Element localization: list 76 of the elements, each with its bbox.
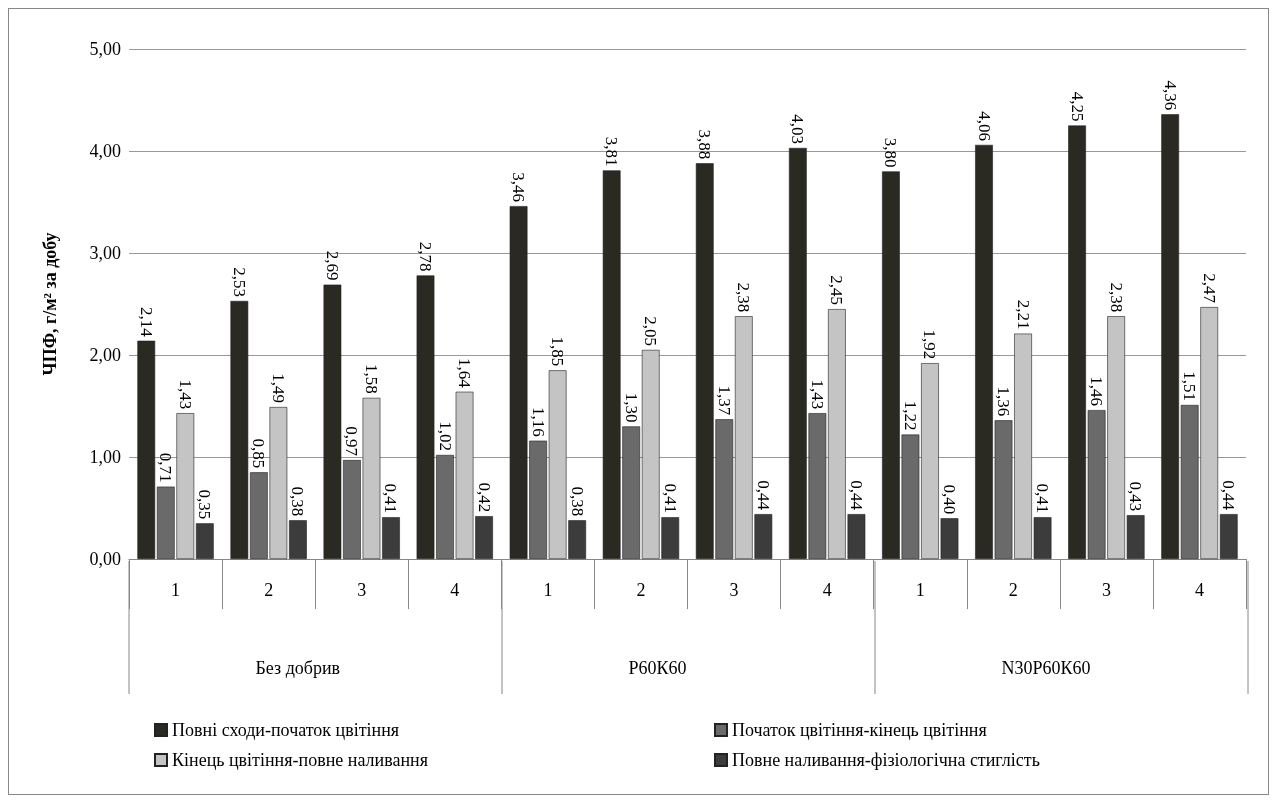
data-label: 1,36: [994, 386, 1014, 417]
bar: [137, 340, 156, 559]
x-tick-label: 1: [171, 580, 181, 600]
y-tick-label: 0,00: [89, 549, 121, 569]
data-label: 0,42: [474, 482, 494, 513]
x-tick-label: 3: [1101, 580, 1111, 600]
data-label: 0,38: [288, 486, 308, 517]
data-label: 2,21: [1013, 299, 1033, 330]
data-label: 3,80: [881, 137, 901, 168]
y-tick-label: 3,00: [89, 243, 121, 263]
bar: [1219, 514, 1238, 559]
text: Без добрив: [255, 658, 341, 678]
data-label: 1,64: [455, 357, 475, 389]
y-tick-label: 2,00: [89, 345, 121, 365]
data-label: 2,45: [827, 275, 847, 306]
legend-label: Початок цвітіння-кінець цвітіння: [732, 720, 987, 740]
x-tick-label: 4: [822, 580, 832, 600]
data-label: 0,43: [1126, 481, 1146, 512]
data-label: 1,37: [714, 385, 734, 416]
y-axis-title: ЧПФ, г/м² за добу: [40, 232, 60, 376]
data-label: 0,41: [1033, 483, 1053, 514]
data-label: 0,97: [342, 426, 362, 457]
data-label: 1,30: [621, 392, 641, 423]
data-label: 3,46: [509, 172, 529, 203]
data-label: 1,92: [920, 329, 940, 360]
data-label: 0,41: [660, 483, 680, 514]
data-label: 0,44: [846, 480, 866, 511]
y-tick-label: 4,00: [89, 141, 121, 161]
data-label: 2,05: [641, 316, 661, 346]
data-label: 2,78: [416, 241, 435, 272]
data-label: 3,88: [695, 129, 715, 160]
data-label: 2,47: [1199, 273, 1219, 304]
data-label: 0,35: [195, 489, 215, 520]
x-tick-label: 3: [357, 580, 367, 600]
x-tick-label: 2: [1008, 580, 1018, 600]
x-tick-label: 4: [1194, 580, 1204, 600]
data-label: 4,06: [974, 111, 994, 141]
x-tick-label: 4: [450, 580, 460, 600]
data-label: 0,71: [156, 452, 176, 483]
x-tick-label: 2: [636, 580, 646, 600]
legend-label: Повне наливання-фізіологічна стиглість: [732, 750, 1040, 770]
x-tick-label: 2: [264, 580, 274, 600]
data-label: 1,49: [268, 373, 288, 404]
data-label: 4,25: [1067, 91, 1087, 122]
data-label: 1,02: [435, 421, 455, 451]
data-label: 1,85: [548, 336, 568, 367]
data-label: 2,38: [1106, 282, 1126, 313]
x-tick-label: 1: [543, 580, 553, 600]
data-label: 0,44: [753, 480, 773, 511]
data-label: 1,43: [175, 379, 195, 410]
data-label: 0,38: [567, 486, 587, 517]
text: Р60К60: [628, 658, 687, 678]
x-tick-label: 1: [915, 580, 925, 600]
data-label: 2,69: [322, 250, 342, 281]
y-tick-label: 5,00: [89, 39, 121, 59]
data-label: 0,44: [1219, 480, 1239, 511]
data-label: 1,46: [1087, 376, 1107, 407]
data-label: 1,43: [807, 379, 827, 410]
x-tick-label: 3: [729, 580, 739, 600]
data-label: 2,14: [136, 306, 156, 338]
legend-label: Кінець цвітіння-повне наливання: [172, 750, 428, 770]
data-label: 0,41: [381, 483, 401, 514]
text: N30Р60К60: [1001, 658, 1091, 678]
data-label: 0,85: [249, 438, 269, 469]
data-label: 1,22: [900, 400, 920, 431]
data-label: 1,58: [361, 364, 381, 394]
data-label: 1,16: [528, 406, 548, 437]
data-label: 2,53: [229, 267, 249, 297]
legend-label: Повні сходи-початок цвітіння: [172, 720, 400, 740]
y-tick-label: 1,00: [89, 447, 121, 467]
data-label: 3,81: [602, 136, 622, 167]
data-label: 2,38: [734, 282, 754, 313]
data-label: 1,51: [1180, 371, 1200, 401]
data-label: 4,03: [788, 114, 808, 144]
data-label: 4,36: [1160, 80, 1180, 111]
data-label: 0,40: [940, 484, 959, 515]
